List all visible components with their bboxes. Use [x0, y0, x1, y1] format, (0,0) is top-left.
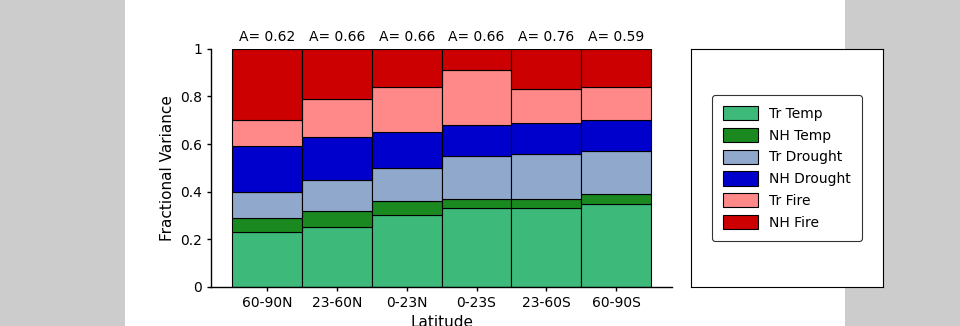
- X-axis label: Latitude: Latitude: [410, 316, 473, 326]
- Bar: [512, 123, 581, 154]
- Legend: Tr Temp, NH Temp, Tr Drought, NH Drought, Tr Fire, NH Fire: Tr Temp, NH Temp, Tr Drought, NH Drought…: [712, 95, 862, 241]
- Bar: [302, 49, 372, 99]
- Bar: [302, 211, 372, 228]
- Bar: [442, 125, 512, 156]
- Text: A= 0.66: A= 0.66: [378, 30, 435, 44]
- Text: A= 0.76: A= 0.76: [518, 30, 574, 44]
- Bar: [232, 49, 302, 120]
- Bar: [372, 215, 442, 287]
- Bar: [232, 192, 302, 218]
- Bar: [372, 87, 442, 132]
- Bar: [581, 151, 651, 194]
- Bar: [372, 201, 442, 215]
- Bar: [372, 132, 442, 168]
- Bar: [232, 120, 302, 146]
- Bar: [372, 49, 442, 87]
- Bar: [512, 154, 581, 199]
- Bar: [302, 137, 372, 180]
- Bar: [581, 203, 651, 287]
- Bar: [372, 168, 442, 201]
- Bar: [581, 120, 651, 151]
- Bar: [581, 87, 651, 120]
- Y-axis label: Fractional Variance: Fractional Variance: [159, 95, 175, 241]
- Bar: [442, 199, 512, 208]
- Bar: [232, 232, 302, 287]
- Bar: [442, 208, 512, 287]
- Text: A= 0.66: A= 0.66: [448, 30, 505, 44]
- Bar: [581, 49, 651, 87]
- Bar: [512, 49, 581, 89]
- Bar: [581, 194, 651, 203]
- Bar: [232, 146, 302, 192]
- Bar: [302, 99, 372, 137]
- Text: A= 0.66: A= 0.66: [309, 30, 365, 44]
- Bar: [442, 49, 512, 70]
- Bar: [512, 208, 581, 287]
- Text: A= 0.62: A= 0.62: [239, 30, 295, 44]
- Bar: [442, 156, 512, 199]
- Bar: [302, 180, 372, 211]
- Bar: [232, 218, 302, 232]
- Bar: [442, 70, 512, 125]
- Bar: [512, 89, 581, 123]
- Bar: [302, 228, 372, 287]
- Text: A= 0.59: A= 0.59: [588, 30, 644, 44]
- Bar: [512, 199, 581, 208]
